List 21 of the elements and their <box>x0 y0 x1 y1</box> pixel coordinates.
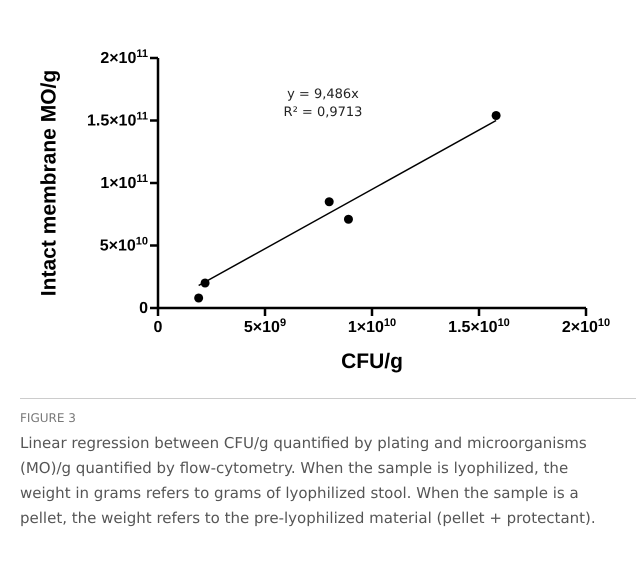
point <box>492 110 501 120</box>
y-tick-label: 5×10$^{10}$ <box>100 236 148 254</box>
y-tick-label: 0 <box>139 300 148 317</box>
y-axis-title: Intact membrane MO/g <box>37 70 60 296</box>
x-tick-label: 0 <box>154 319 163 336</box>
caption: FIGURE 3 <box>20 411 77 425</box>
y-tick-label: 1×10$^{11}$ <box>100 173 148 192</box>
x-axis-title: CFU/g <box>341 350 403 373</box>
annotation: y = 9,486x <box>286 86 360 104</box>
text: Linear regression between CFU/g quantified by plating and microorganisms (MO)/g quantified by flow-cytometry. When the sample is lyophilized, the weight in grams refers to grams of lyophilized stool. When the sample is a pellet, the weight refers to the pre-lyophilized material (pellet + protectant). <box>20 433 597 529</box>
x-tick-label: 1×10$^{10}$ <box>348 317 396 336</box>
point <box>324 197 334 206</box>
x-tick-label: 2×10$^{10}$ <box>562 317 610 336</box>
x-tick-label: 5×10$^{9}$ <box>244 317 286 336</box>
y-tick-label: 2×10$^{11}$ <box>100 48 148 67</box>
y-tick-label: 1.5×10$^{11}$ <box>86 110 148 130</box>
point <box>200 278 210 288</box>
annotation: R² = 0,9713 <box>282 104 364 122</box>
point <box>344 214 353 224</box>
point <box>194 293 204 303</box>
x-tick-label: 1.5×10$^{10}$ <box>448 317 510 336</box>
